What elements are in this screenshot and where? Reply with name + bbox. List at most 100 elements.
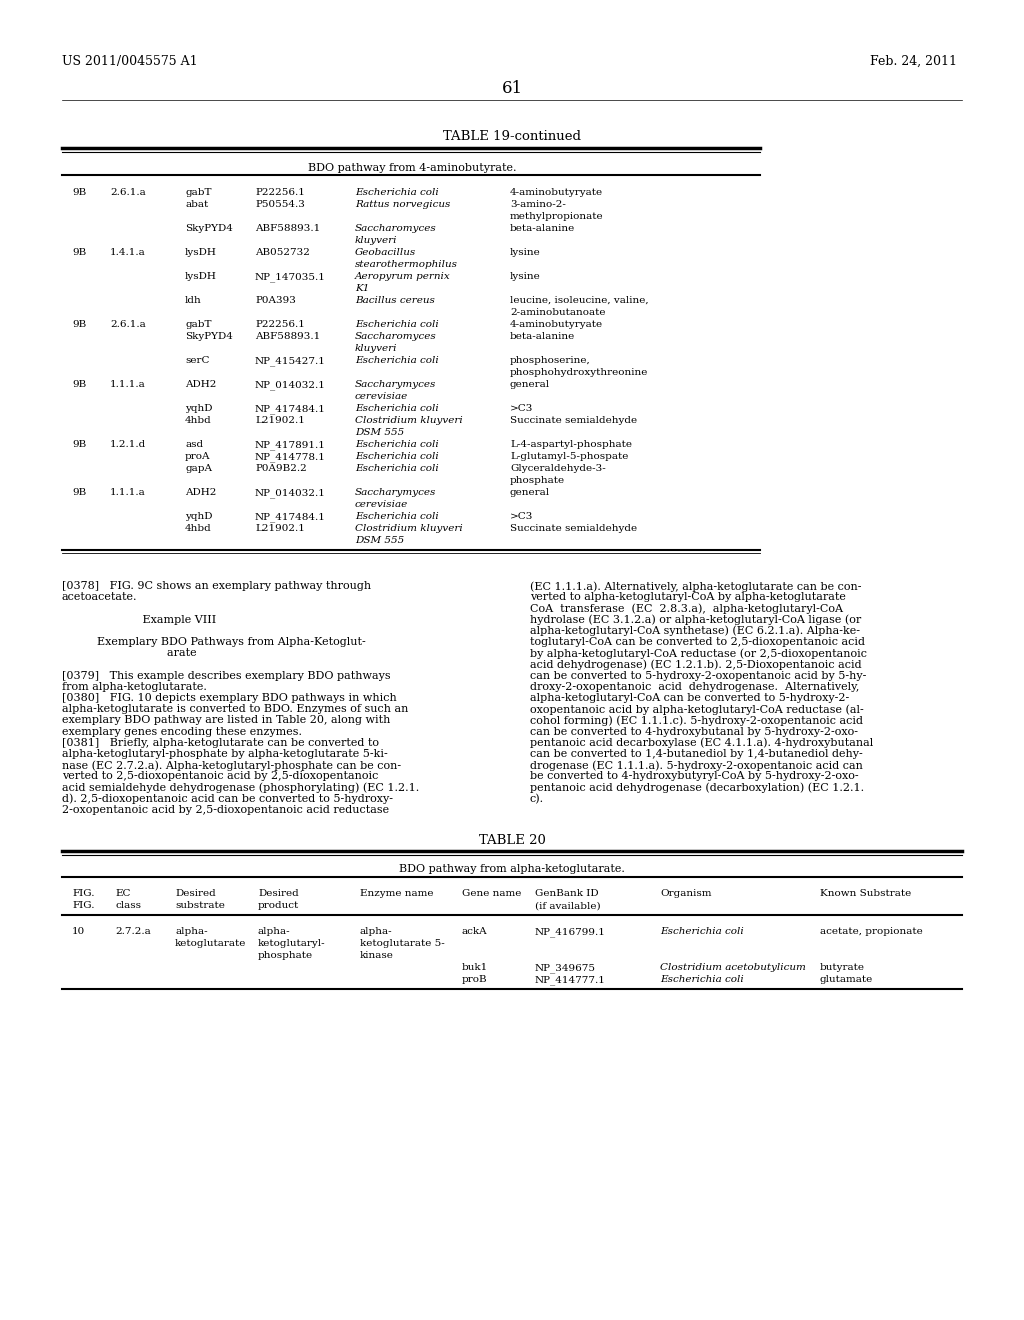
Text: Saccharomyces: Saccharomyces [355,224,437,234]
Text: 2.6.1.a: 2.6.1.a [110,319,145,329]
Text: pentanoic acid dehydrogenase (decarboxylation) (EC 1.2.1.: pentanoic acid dehydrogenase (decarboxyl… [530,783,864,793]
Text: 1.4.1.a: 1.4.1.a [110,248,145,257]
Text: L-4-aspartyl-phosphate: L-4-aspartyl-phosphate [510,440,632,449]
Text: exemplary BDO pathway are listed in Table 20, along with: exemplary BDO pathway are listed in Tabl… [62,715,390,726]
Text: Escherichia coli: Escherichia coli [355,187,438,197]
Text: leucine, isoleucine, valine,: leucine, isoleucine, valine, [510,296,648,305]
Text: cohol forming) (EC 1.1.1.c). 5-hydroxy-2-oxopentanoic acid: cohol forming) (EC 1.1.1.c). 5-hydroxy-2… [530,715,863,726]
Text: Saccharomyces: Saccharomyces [355,333,437,341]
Text: (EC 1.1.1.a). Alternatively, alpha-ketoglutarate can be con-: (EC 1.1.1.a). Alternatively, alpha-ketog… [530,581,861,591]
Text: AB052732: AB052732 [255,248,310,257]
Text: substrate: substrate [175,902,225,911]
Text: phosphate: phosphate [258,952,313,960]
Text: lysDH: lysDH [185,248,217,257]
Text: drogenase (EC 1.1.1.a). 5-hydroxy-2-oxopentanoic acid can: drogenase (EC 1.1.1.a). 5-hydroxy-2-oxop… [530,760,863,771]
Text: alpha-ketoglutaryl-CoA can be converted to 5-hydroxy-2-: alpha-ketoglutaryl-CoA can be converted … [530,693,849,704]
Text: lysDH: lysDH [185,272,217,281]
Text: 61: 61 [502,81,522,96]
Text: gabT: gabT [185,319,212,329]
Text: alpha-: alpha- [360,927,392,936]
Text: L21902.1: L21902.1 [255,524,305,533]
Text: stearothermophilus: stearothermophilus [355,260,458,269]
Text: Geobacillus: Geobacillus [355,248,416,257]
Text: CoA  transferase  (EC  2.8.3.a),  alpha-ketoglutaryl-CoA: CoA transferase (EC 2.8.3.a), alpha-keto… [530,603,843,614]
Text: 9B: 9B [72,440,86,449]
Text: SkyPYD4: SkyPYD4 [185,224,232,234]
Text: c).: c). [530,793,544,804]
Text: DSM 555: DSM 555 [355,428,404,437]
Text: FIG.: FIG. [72,890,94,898]
Text: [0381]   Briefly, alpha-ketoglutarate can be converted to: [0381] Briefly, alpha-ketoglutarate can … [62,738,379,748]
Text: 4-aminobutyryate: 4-aminobutyryate [510,319,603,329]
Text: 4hbd: 4hbd [185,416,212,425]
Text: >C3: >C3 [510,404,534,413]
Text: NP_415427.1: NP_415427.1 [255,356,326,366]
Text: Aeropyrum pernix: Aeropyrum pernix [355,272,451,281]
Text: Escherichia coli: Escherichia coli [355,440,438,449]
Text: acetate, propionate: acetate, propionate [820,927,923,936]
Text: verted to alpha-ketoglutaryl-CoA by alpha-ketoglutarate: verted to alpha-ketoglutaryl-CoA by alph… [530,593,846,602]
Text: 4hbd: 4hbd [185,524,212,533]
Text: alpha-ketoglutaryl-CoA synthetase) (EC 6.2.1.a). Alpha-ke-: alpha-ketoglutaryl-CoA synthetase) (EC 6… [530,626,860,636]
Text: K1: K1 [355,284,370,293]
Text: Saccharymyces: Saccharymyces [355,488,436,498]
Text: SkyPYD4: SkyPYD4 [185,333,232,341]
Text: phosphoserine,: phosphoserine, [510,356,591,366]
Text: glutamate: glutamate [820,975,873,985]
Text: proA: proA [185,451,211,461]
Text: 1.1.1.a: 1.1.1.a [110,488,145,498]
Text: cerevisiae: cerevisiae [355,500,409,510]
Text: 4-aminobutyryate: 4-aminobutyryate [510,187,603,197]
Text: Clostridium kluyveri: Clostridium kluyveri [355,524,463,533]
Text: product: product [258,902,299,911]
Text: Example VIII: Example VIII [62,615,216,624]
Text: Desired: Desired [175,890,216,898]
Text: Saccharymyces: Saccharymyces [355,380,436,389]
Text: Succinate semialdehyde: Succinate semialdehyde [510,416,637,425]
Text: can be converted to 1,4-butanediol by 1,4-butanediol dehy-: can be converted to 1,4-butanediol by 1,… [530,748,863,759]
Text: 1.2.1.d: 1.2.1.d [110,440,146,449]
Text: gabT: gabT [185,187,212,197]
Text: alpha-: alpha- [175,927,208,936]
Text: from alpha-ketoglutarate.: from alpha-ketoglutarate. [62,682,207,692]
Text: beta-alanine: beta-alanine [510,333,575,341]
Text: Enzyme name: Enzyme name [360,890,433,898]
Text: NP_417891.1: NP_417891.1 [255,440,326,450]
Text: Escherichia coli: Escherichia coli [355,404,438,413]
Text: beta-alanine: beta-alanine [510,224,575,234]
Text: ketoglutaryl-: ketoglutaryl- [258,940,326,948]
Text: general: general [510,380,550,389]
Text: L-glutamyl-5-phospate: L-glutamyl-5-phospate [510,451,629,461]
Text: oxopentanoic acid by alpha-ketoglutaryl-CoA reductase (al-: oxopentanoic acid by alpha-ketoglutaryl-… [530,704,864,714]
Text: TABLE 19-continued: TABLE 19-continued [443,129,581,143]
Text: ABF58893.1: ABF58893.1 [255,224,321,234]
Text: class: class [115,902,141,911]
Text: NP_417484.1: NP_417484.1 [255,512,326,521]
Text: alpha-ketoglutarate is converted to BDO. Enzymes of such an: alpha-ketoglutarate is converted to BDO.… [62,704,409,714]
Text: TABLE 20: TABLE 20 [478,834,546,847]
Text: nase (EC 2.7.2.a). Alpha-ketoglutaryl-phosphate can be con-: nase (EC 2.7.2.a). Alpha-ketoglutaryl-ph… [62,760,401,771]
Text: acid semialdehyde dehydrogenase (phosphorylating) (EC 1.2.1.: acid semialdehyde dehydrogenase (phospho… [62,783,419,793]
Text: kluyveri: kluyveri [355,345,397,352]
Text: NP_414778.1: NP_414778.1 [255,451,326,462]
Text: 2-aminobutanoate: 2-aminobutanoate [510,308,605,317]
Text: GenBank ID: GenBank ID [535,890,599,898]
Text: NP_349675: NP_349675 [535,964,596,973]
Text: 3-amino-2-: 3-amino-2- [510,201,566,209]
Text: Clostridium kluyveri: Clostridium kluyveri [355,416,463,425]
Text: [0378]   FIG. 9C shows an exemplary pathway through: [0378] FIG. 9C shows an exemplary pathwa… [62,581,371,591]
Text: ketoglutarate 5-: ketoglutarate 5- [360,940,444,948]
Text: phosphohydroxythreonine: phosphohydroxythreonine [510,368,648,378]
Text: Escherichia coli: Escherichia coli [660,927,743,936]
Text: can be converted to 5-hydroxy-2-oxopentanoic acid by 5-hy-: can be converted to 5-hydroxy-2-oxopenta… [530,671,866,681]
Text: gapA: gapA [185,465,212,473]
Text: P22256.1: P22256.1 [255,319,305,329]
Text: ADH2: ADH2 [185,380,216,389]
Text: butyrate: butyrate [820,964,865,973]
Text: EC: EC [115,890,130,898]
Text: P0A9B2.2: P0A9B2.2 [255,465,307,473]
Text: FIG.: FIG. [72,902,94,911]
Text: can be converted to 4-hydroxybutanal by 5-hydroxy-2-oxo-: can be converted to 4-hydroxybutanal by … [530,726,858,737]
Text: L21902.1: L21902.1 [255,416,305,425]
Text: P22256.1: P22256.1 [255,187,305,197]
